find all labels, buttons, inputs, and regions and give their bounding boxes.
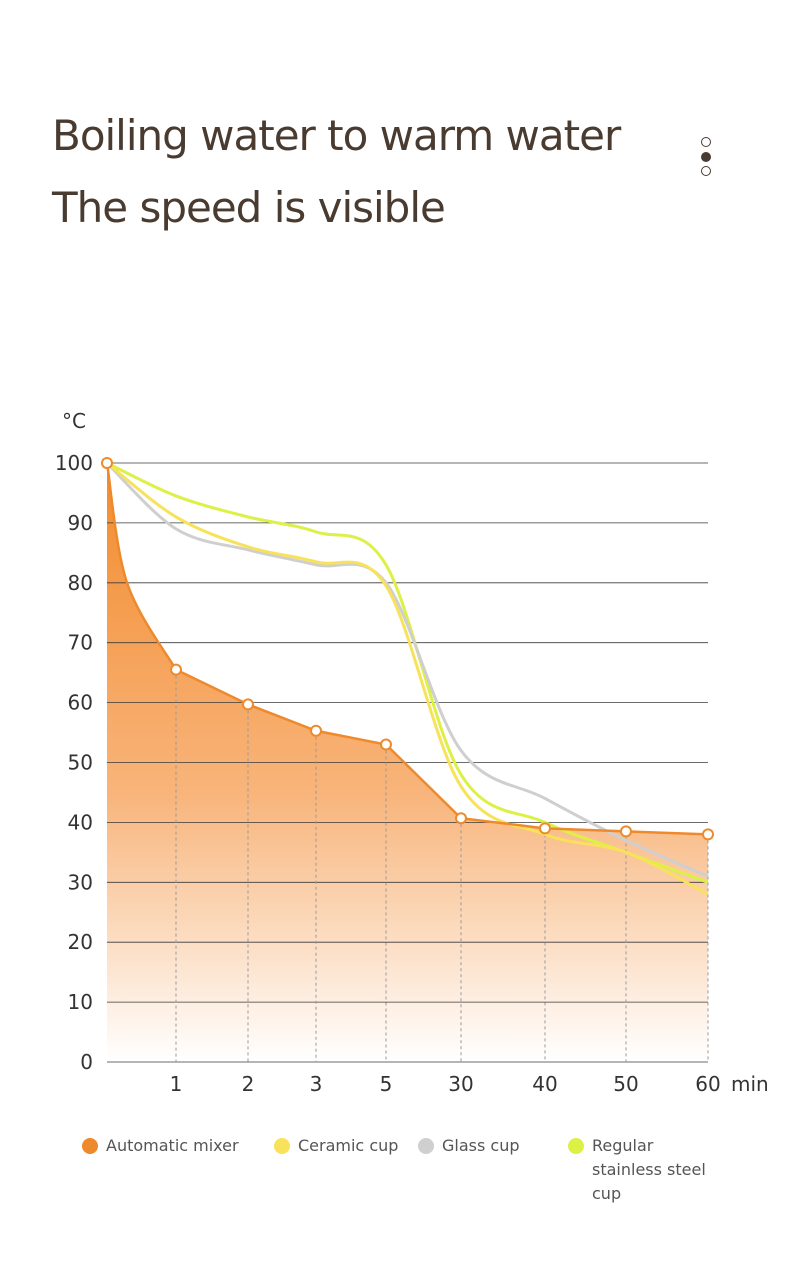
- y-tick-label: 80: [68, 571, 93, 595]
- point: [539, 822, 551, 835]
- legend-marker: [568, 1138, 584, 1154]
- title: Boiling water to warm water: [52, 111, 622, 160]
- x-tick-label: 60: [695, 1072, 720, 1096]
- point: [455, 812, 467, 825]
- line: [106, 461, 709, 884]
- y-tick-label: 90: [68, 511, 93, 535]
- y-tick-label: 60: [68, 691, 93, 715]
- point: [170, 663, 182, 676]
- x-tick-label: 50: [613, 1072, 638, 1096]
- page-dot: [701, 166, 711, 176]
- legend-marker: [82, 1138, 98, 1154]
- legend-item: Automatic mixer: [82, 1134, 262, 1158]
- x-tick-label: 3: [310, 1072, 323, 1096]
- legend-item: Regular stainless steel cup: [568, 1134, 718, 1206]
- legend-label: Automatic mixer: [106, 1136, 239, 1155]
- legend-label: Ceramic cup: [298, 1136, 399, 1155]
- y-tick-label: 0: [80, 1050, 93, 1074]
- y-tick-label: 10: [68, 990, 93, 1014]
- point: [702, 828, 714, 841]
- y-tick-label: 20: [68, 930, 93, 954]
- line: [105, 462, 709, 836]
- line: [106, 461, 709, 896]
- page-dot: [701, 137, 711, 147]
- legend-label: Glass cup: [442, 1136, 520, 1155]
- y-tick-label: 50: [68, 751, 93, 775]
- point: [101, 457, 113, 469]
- line: [105, 461, 709, 878]
- x-tick-label: 2: [242, 1072, 255, 1096]
- legend-marker: [418, 1138, 434, 1154]
- page-dot-active: [701, 152, 711, 162]
- y-tick-label: 70: [68, 631, 93, 655]
- y-axis-label: °C: [62, 409, 86, 433]
- y-tick-label: 30: [68, 870, 93, 894]
- area: [107, 463, 708, 1062]
- point: [310, 724, 322, 737]
- x-axis-label: min: [731, 1072, 769, 1096]
- y-tick-label: 40: [68, 810, 93, 834]
- x-tick-label: 30: [448, 1072, 473, 1096]
- y-tick-label: 100: [55, 451, 93, 475]
- point: [242, 698, 254, 711]
- legend-label: Regular stainless steel cup: [592, 1136, 706, 1203]
- legend-item: Ceramic cup: [274, 1134, 404, 1158]
- legend-marker: [274, 1138, 290, 1154]
- x-tick-label: 40: [532, 1072, 557, 1096]
- point: [380, 738, 392, 751]
- legend-item: Glass cup: [418, 1134, 548, 1158]
- x-tick-label: 5: [380, 1072, 393, 1096]
- subtitle: The speed is visible: [51, 183, 445, 232]
- point: [620, 825, 632, 838]
- legend: Automatic mixer Ceramic cup Glass cup Regul…: [0, 1134, 790, 1203]
- x-tick-label: 1: [170, 1072, 183, 1096]
